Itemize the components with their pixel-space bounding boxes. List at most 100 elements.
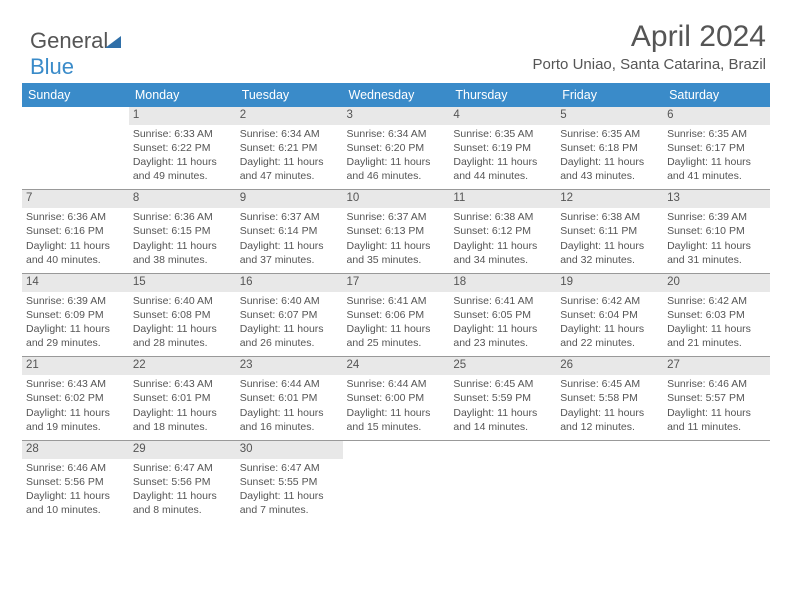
daylight-text: Daylight: 11 hours and 38 minutes.	[133, 239, 232, 267]
day-cell: Sunrise: 6:46 AMSunset: 5:57 PMDaylight:…	[663, 375, 770, 440]
sunset-text: Sunset: 6:10 PM	[667, 224, 766, 238]
daylight-text: Daylight: 11 hours and 29 minutes.	[26, 322, 125, 350]
logo-text-1: General	[30, 28, 108, 53]
day-number	[449, 440, 556, 458]
weekday-header: Saturday	[663, 83, 770, 107]
sunset-text: Sunset: 6:20 PM	[347, 141, 446, 155]
day-cell	[343, 459, 450, 524]
sunrise-text: Sunrise: 6:46 AM	[26, 461, 125, 475]
sunset-text: Sunset: 6:11 PM	[560, 224, 659, 238]
day-number: 15	[129, 273, 236, 291]
day-cell: Sunrise: 6:35 AMSunset: 6:19 PMDaylight:…	[449, 125, 556, 190]
sunset-text: Sunset: 6:03 PM	[667, 308, 766, 322]
sunrise-text: Sunrise: 6:37 AM	[240, 210, 339, 224]
weekday-header: Friday	[556, 83, 663, 107]
day-cell: Sunrise: 6:35 AMSunset: 6:18 PMDaylight:…	[556, 125, 663, 190]
daylight-text: Daylight: 11 hours and 47 minutes.	[240, 155, 339, 183]
day-cell: Sunrise: 6:37 AMSunset: 6:14 PMDaylight:…	[236, 208, 343, 273]
day-number: 8	[129, 190, 236, 208]
daylight-text: Daylight: 11 hours and 18 minutes.	[133, 406, 232, 434]
day-number: 16	[236, 273, 343, 291]
sunset-text: Sunset: 6:14 PM	[240, 224, 339, 238]
day-number: 23	[236, 357, 343, 375]
day-number: 22	[129, 357, 236, 375]
day-cell	[22, 125, 129, 190]
sunset-text: Sunset: 5:56 PM	[133, 475, 232, 489]
day-cell	[556, 459, 663, 524]
daylight-text: Daylight: 11 hours and 22 minutes.	[560, 322, 659, 350]
day-number: 18	[449, 273, 556, 291]
sunrise-text: Sunrise: 6:47 AM	[240, 461, 339, 475]
day-cell: Sunrise: 6:43 AMSunset: 6:01 PMDaylight:…	[129, 375, 236, 440]
sunset-text: Sunset: 6:01 PM	[133, 391, 232, 405]
day-cell: Sunrise: 6:43 AMSunset: 6:02 PMDaylight:…	[22, 375, 129, 440]
day-cell	[449, 459, 556, 524]
day-number: 25	[449, 357, 556, 375]
day-cell: Sunrise: 6:42 AMSunset: 6:04 PMDaylight:…	[556, 292, 663, 357]
daynum-row: 78910111213	[22, 190, 770, 208]
day-number: 28	[22, 440, 129, 458]
sunrise-text: Sunrise: 6:33 AM	[133, 127, 232, 141]
day-number: 24	[343, 357, 450, 375]
sunset-text: Sunset: 6:15 PM	[133, 224, 232, 238]
daylight-text: Daylight: 11 hours and 32 minutes.	[560, 239, 659, 267]
sunrise-text: Sunrise: 6:34 AM	[240, 127, 339, 141]
daylight-text: Daylight: 11 hours and 37 minutes.	[240, 239, 339, 267]
daylight-text: Daylight: 11 hours and 23 minutes.	[453, 322, 552, 350]
sunset-text: Sunset: 6:16 PM	[26, 224, 125, 238]
content-row: Sunrise: 6:46 AMSunset: 5:56 PMDaylight:…	[22, 459, 770, 524]
sunrise-text: Sunrise: 6:47 AM	[133, 461, 232, 475]
sunrise-text: Sunrise: 6:38 AM	[560, 210, 659, 224]
sunset-text: Sunset: 6:02 PM	[26, 391, 125, 405]
weekday-header: Monday	[129, 83, 236, 107]
daylight-text: Daylight: 11 hours and 7 minutes.	[240, 489, 339, 517]
daylight-text: Daylight: 11 hours and 11 minutes.	[667, 406, 766, 434]
sunrise-text: Sunrise: 6:40 AM	[240, 294, 339, 308]
day-number: 12	[556, 190, 663, 208]
daylight-text: Daylight: 11 hours and 21 minutes.	[667, 322, 766, 350]
day-cell: Sunrise: 6:47 AMSunset: 5:56 PMDaylight:…	[129, 459, 236, 524]
day-cell: Sunrise: 6:40 AMSunset: 6:08 PMDaylight:…	[129, 292, 236, 357]
sunset-text: Sunset: 6:12 PM	[453, 224, 552, 238]
day-cell: Sunrise: 6:45 AMSunset: 5:58 PMDaylight:…	[556, 375, 663, 440]
sunset-text: Sunset: 5:59 PM	[453, 391, 552, 405]
sunrise-text: Sunrise: 6:43 AM	[133, 377, 232, 391]
weekday-header: Tuesday	[236, 83, 343, 107]
sunset-text: Sunset: 5:57 PM	[667, 391, 766, 405]
daylight-text: Daylight: 11 hours and 15 minutes.	[347, 406, 446, 434]
sunset-text: Sunset: 6:06 PM	[347, 308, 446, 322]
sunset-text: Sunset: 6:04 PM	[560, 308, 659, 322]
daylight-text: Daylight: 11 hours and 35 minutes.	[347, 239, 446, 267]
day-cell: Sunrise: 6:41 AMSunset: 6:06 PMDaylight:…	[343, 292, 450, 357]
calendar-table: Sunday Monday Tuesday Wednesday Thursday…	[22, 83, 770, 523]
sunset-text: Sunset: 6:21 PM	[240, 141, 339, 155]
daynum-row: 14151617181920	[22, 273, 770, 291]
sunset-text: Sunset: 5:56 PM	[26, 475, 125, 489]
day-number: 19	[556, 273, 663, 291]
day-cell: Sunrise: 6:46 AMSunset: 5:56 PMDaylight:…	[22, 459, 129, 524]
day-cell: Sunrise: 6:33 AMSunset: 6:22 PMDaylight:…	[129, 125, 236, 190]
day-number: 5	[556, 107, 663, 125]
day-cell	[663, 459, 770, 524]
day-number: 9	[236, 190, 343, 208]
day-number: 2	[236, 107, 343, 125]
sunset-text: Sunset: 6:08 PM	[133, 308, 232, 322]
day-cell: Sunrise: 6:41 AMSunset: 6:05 PMDaylight:…	[449, 292, 556, 357]
sunset-text: Sunset: 6:01 PM	[240, 391, 339, 405]
sunrise-text: Sunrise: 6:43 AM	[26, 377, 125, 391]
day-number: 29	[129, 440, 236, 458]
sunrise-text: Sunrise: 6:35 AM	[453, 127, 552, 141]
daynum-row: 282930	[22, 440, 770, 458]
sunrise-text: Sunrise: 6:45 AM	[453, 377, 552, 391]
sunrise-text: Sunrise: 6:40 AM	[133, 294, 232, 308]
sunrise-text: Sunrise: 6:35 AM	[667, 127, 766, 141]
sunset-text: Sunset: 5:55 PM	[240, 475, 339, 489]
day-number	[663, 440, 770, 458]
daylight-text: Daylight: 11 hours and 16 minutes.	[240, 406, 339, 434]
daylight-text: Daylight: 11 hours and 10 minutes.	[26, 489, 125, 517]
daylight-text: Daylight: 11 hours and 31 minutes.	[667, 239, 766, 267]
sunrise-text: Sunrise: 6:46 AM	[667, 377, 766, 391]
weekday-header: Wednesday	[343, 83, 450, 107]
sunset-text: Sunset: 6:09 PM	[26, 308, 125, 322]
day-number: 11	[449, 190, 556, 208]
